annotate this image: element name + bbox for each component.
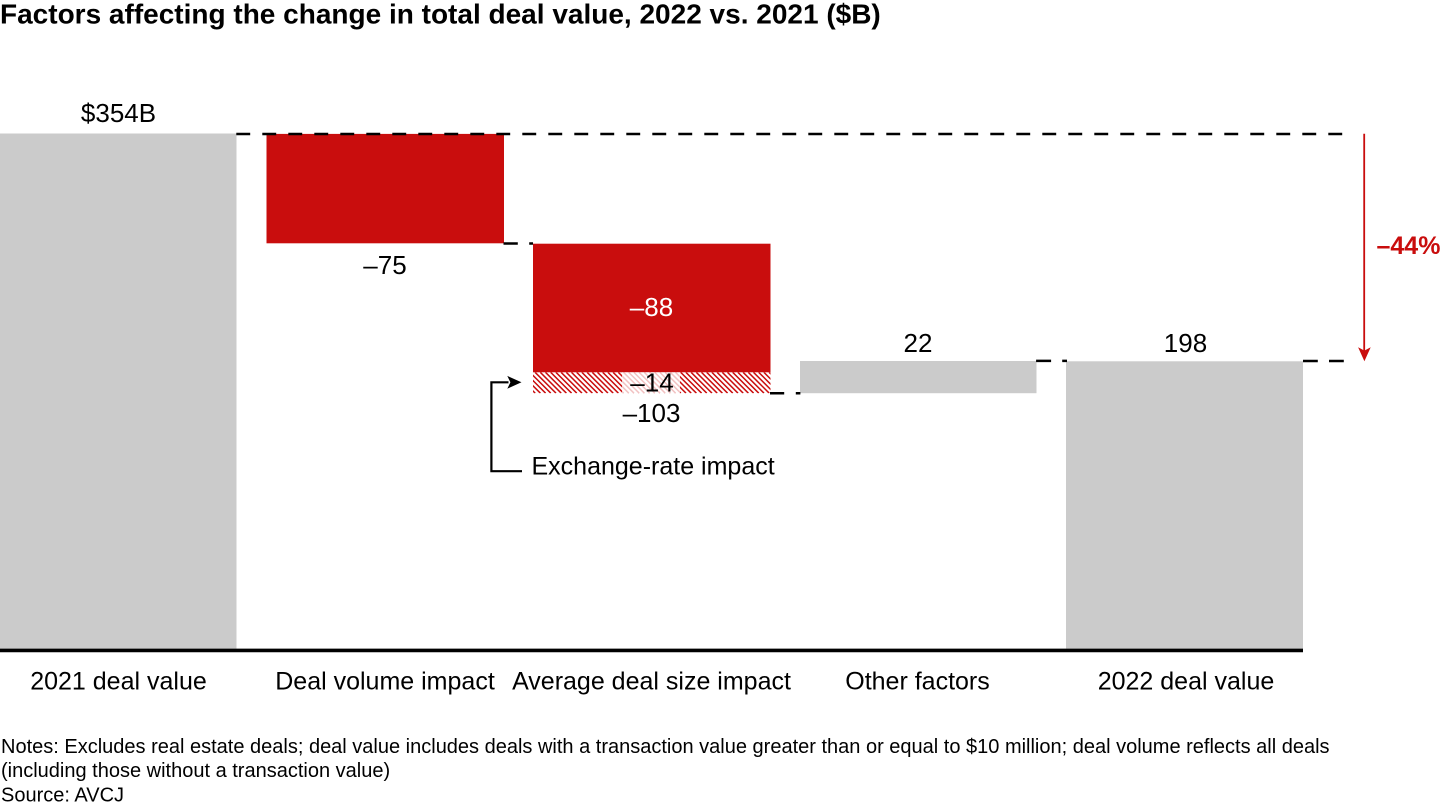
svg-text:22: 22	[904, 328, 933, 358]
svg-text:–103: –103	[623, 398, 681, 428]
svg-text:Exchange-rate impact: Exchange-rate impact	[532, 452, 775, 480]
svg-text:Other factors: Other factors	[845, 668, 990, 696]
svg-text:2021 deal value: 2021 deal value	[30, 668, 207, 696]
svg-text:$354B: $354B	[81, 98, 156, 128]
svg-text:–88: –88	[630, 292, 673, 322]
svg-text:Source: AVCJ: Source: AVCJ	[1, 785, 124, 807]
svg-text:Factors affecting the change i: Factors affecting the change in total de…	[0, 0, 881, 30]
svg-text:Average deal size impact: Average deal size impact	[512, 668, 791, 696]
svg-text:–75: –75	[363, 250, 406, 280]
svg-text:Notes: Excludes real estate de: Notes: Excludes real estate deals; deal …	[1, 736, 1330, 758]
svg-text:–44%: –44%	[1377, 232, 1440, 260]
svg-text:2022 deal value: 2022 deal value	[1098, 668, 1275, 696]
svg-text:–14: –14	[630, 368, 673, 398]
svg-text:(including those without a tra: (including those without a transaction v…	[1, 760, 390, 782]
svg-text:Deal volume impact: Deal volume impact	[275, 668, 495, 696]
svg-text:198: 198	[1164, 328, 1207, 358]
